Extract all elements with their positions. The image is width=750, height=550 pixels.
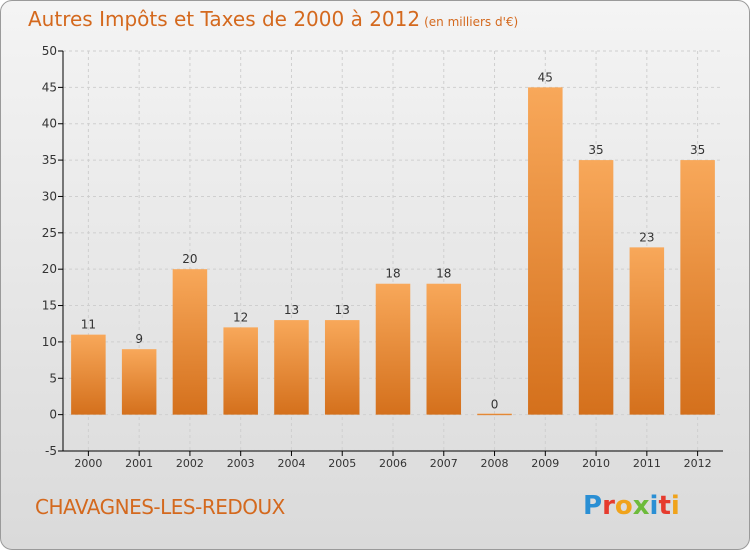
x-tick-label: 2008 (481, 457, 509, 470)
y-tick-label: 45 (42, 80, 57, 94)
bar (274, 320, 309, 415)
bar (121, 349, 157, 415)
x-tick-label: 2003 (227, 457, 255, 470)
data-labels: 11 9 20 12 13 13 18 18 0 45 35 23 35 (81, 70, 706, 411)
x-tick-label: 2012 (684, 457, 712, 470)
data-label: 0 (491, 398, 499, 412)
x-tick-label: 2001 (125, 457, 153, 470)
y-tick-label: 25 (42, 226, 57, 240)
data-label: 35 (588, 143, 603, 157)
proxiti-logo: Proxiti (583, 491, 680, 521)
chart-unit: (en milliers d'€) (424, 15, 519, 29)
x-tick-label: 2002 (176, 457, 204, 470)
bar (426, 283, 462, 415)
x-tick-label: 2004 (277, 457, 305, 470)
data-label: 11 (81, 318, 96, 332)
data-label: 18 (436, 267, 451, 281)
logo-letter: i (670, 491, 680, 521)
bar (375, 283, 411, 415)
chart-title: Autres Impôts et Taxes de 2000 à 2012 (en… (28, 7, 518, 31)
x-tick-label: 2007 (430, 457, 458, 470)
data-label: 18 (385, 267, 400, 281)
bars (71, 87, 715, 416)
bar (680, 160, 715, 415)
chart-title-text: Autres Impôts et Taxes de 2000 à 2012 (28, 7, 421, 31)
x-tick-label: 2000 (74, 457, 102, 470)
data-label: 35 (690, 143, 705, 157)
y-tick-label: 15 (42, 299, 57, 313)
x-tick-label: 2006 (379, 457, 407, 470)
logo-letter: r (602, 491, 615, 521)
y-tick-label: 30 (42, 189, 57, 203)
data-label: 13 (335, 303, 350, 317)
bar (223, 327, 258, 415)
bar (324, 320, 360, 415)
data-label: 13 (284, 303, 299, 317)
x-tick-label: 2005 (328, 457, 356, 470)
y-tick-label: 40 (42, 117, 57, 131)
logo-letter: i (649, 491, 659, 521)
y-tick-label: 5 (49, 371, 57, 385)
bar (528, 87, 563, 415)
x-tick-label: 2009 (531, 457, 559, 470)
y-tick-label: 50 (42, 44, 57, 58)
commune-name: CHAVAGNES-LES-REDOUX (35, 495, 285, 519)
logo-letter: x (632, 491, 650, 521)
data-label: 12 (233, 310, 248, 324)
x-tick-label: 2010 (582, 457, 610, 470)
logo-letter: t (658, 491, 671, 521)
bar (578, 160, 614, 415)
logo-letter: o (614, 491, 633, 521)
y-tick-label: 0 (49, 408, 57, 422)
y-tick-label: -5 (45, 444, 57, 458)
data-label: 9 (135, 332, 143, 346)
y-tick-label: 35 (42, 153, 57, 167)
x-tick-label: 2011 (633, 457, 661, 470)
logo-letter: P (583, 491, 603, 521)
data-label: 23 (639, 230, 654, 244)
bar (71, 334, 106, 415)
bar (477, 413, 512, 416)
data-label: 45 (538, 70, 553, 84)
y-tick-label: 10 (42, 335, 57, 349)
bar (629, 247, 665, 415)
data-label: 20 (182, 252, 197, 266)
y-tick-label: 20 (42, 262, 57, 276)
axes: -5 0 5 10 15 20 25 30 35 40 45 50 2000 2001 2002 2003 20… (42, 44, 723, 470)
bar (172, 269, 208, 415)
